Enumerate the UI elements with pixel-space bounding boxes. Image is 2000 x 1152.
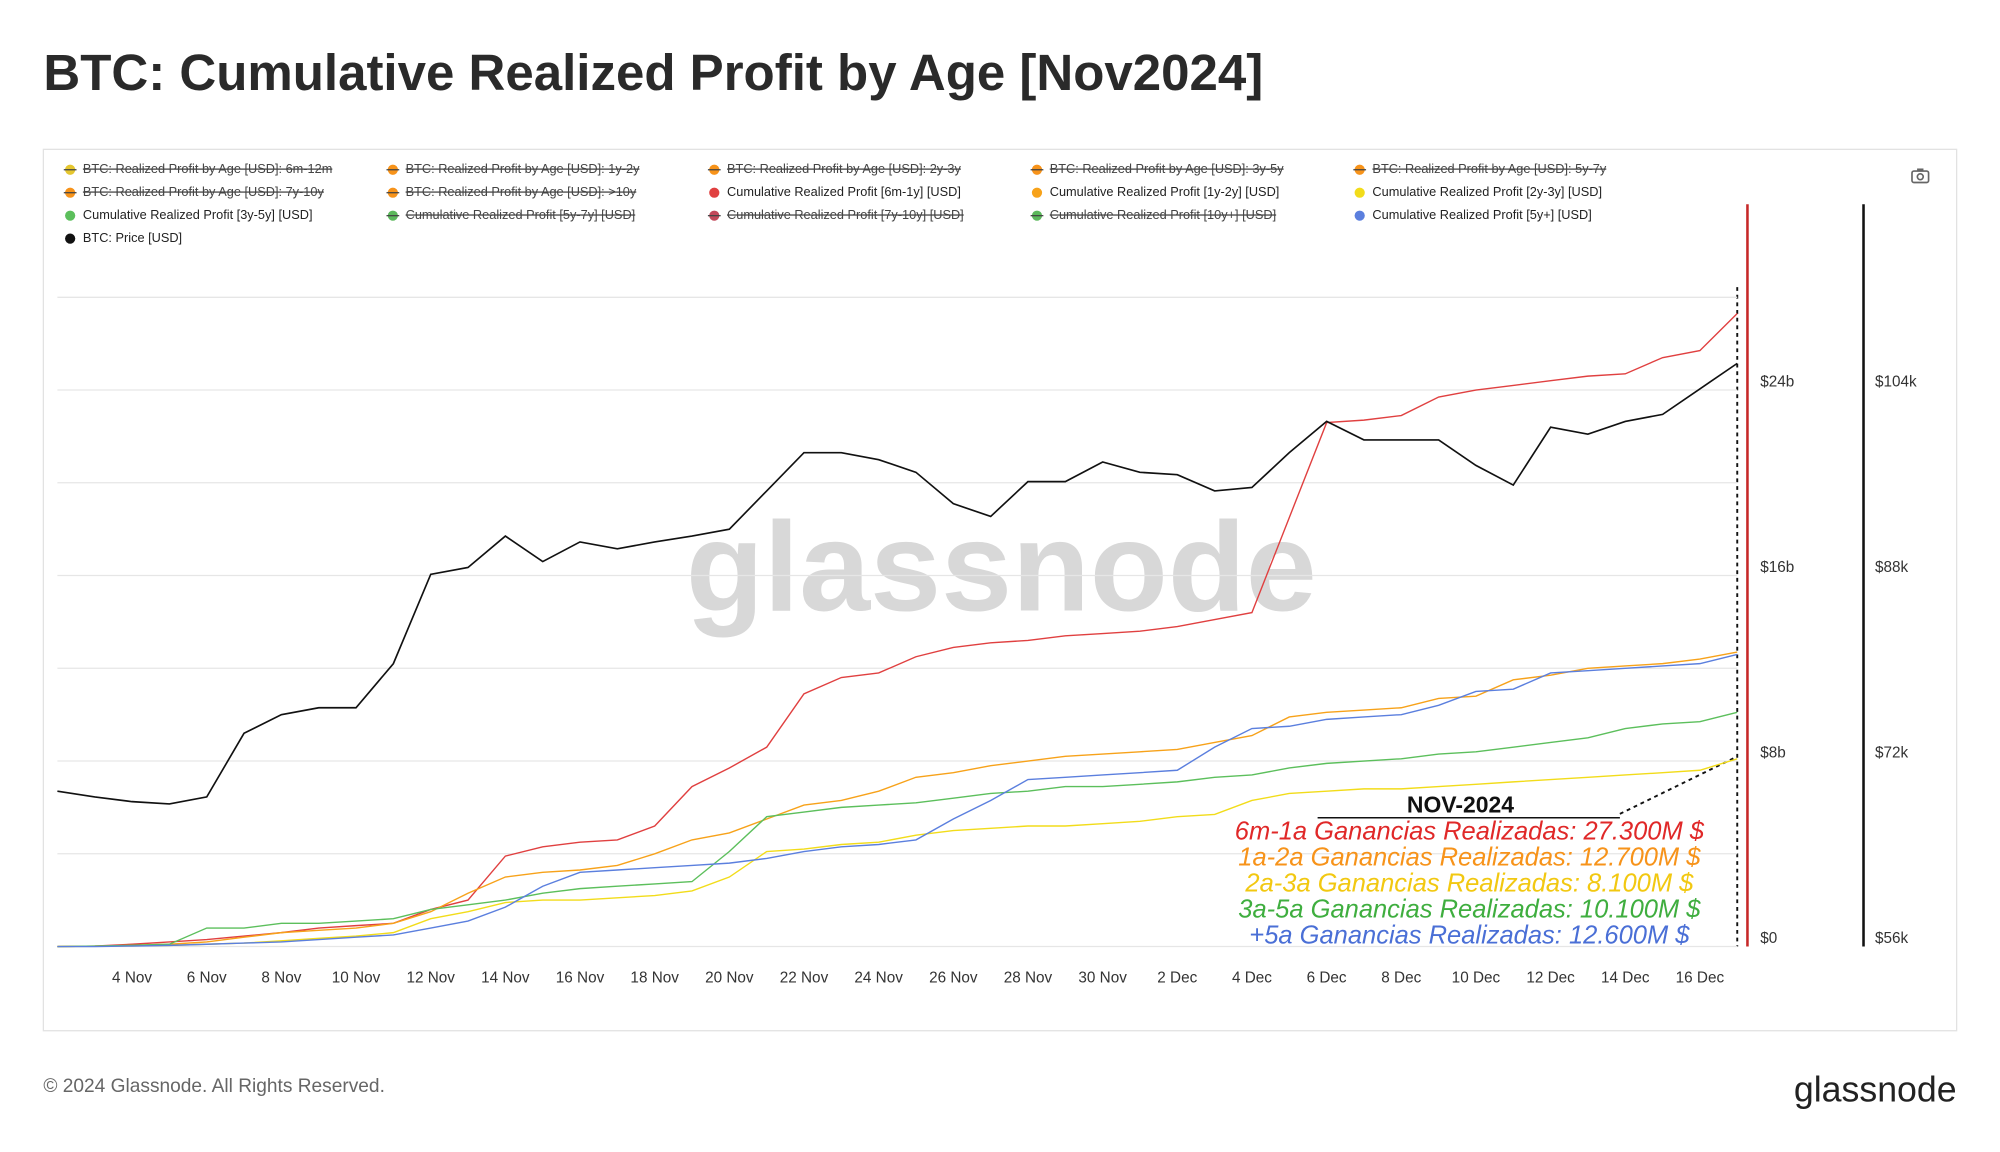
x-tick-label: 6 Dec (1307, 969, 1347, 986)
x-tick-label: 14 Nov (481, 969, 530, 986)
series-line (57, 653, 1738, 948)
y-tick-label: $24b (1760, 373, 1794, 390)
x-tick-label: 24 Nov (854, 969, 903, 986)
brand-logo: glassnode (1794, 1069, 1957, 1109)
footer: © 2024 Glassnode. All Rights Reserved. (43, 1076, 385, 1097)
series-line (57, 362, 1738, 805)
x-tick-label: 28 Nov (1004, 969, 1053, 986)
legend-label: BTC: Realized Profit by Age [USD]: 2y-3y (727, 161, 961, 176)
x-tick-label: 2 Dec (1157, 969, 1197, 986)
y-tick-label: $8b (1760, 744, 1786, 761)
x-tick-label: 4 Dec (1232, 969, 1272, 986)
x-tick-label: 22 Nov (780, 969, 829, 986)
legend-marker (1031, 187, 1043, 198)
grid (57, 296, 1738, 948)
y2-tick-label: $104k (1875, 373, 1917, 390)
legend-marker (1354, 187, 1365, 198)
annotation-line: 1a-2a Ganancias Realizadas: 12.700M $ (1238, 844, 1701, 872)
camera-icon[interactable] (1911, 168, 1930, 184)
y2-tick-label: $88k (1875, 559, 1909, 576)
annotation-line: 2a-3a Ganancias Realizadas: 8.100M $ (1244, 870, 1694, 898)
x-tick-label: 4 Nov (112, 969, 152, 986)
x-tick-label: 8 Dec (1381, 969, 1421, 986)
y2-tick-label: $72k (1875, 744, 1909, 761)
legend-label: Cumulative Realized Profit [1y-2y] [USD] (1050, 184, 1280, 199)
x-tick-label: 12 Dec (1526, 969, 1575, 986)
legend-marker (65, 233, 76, 244)
dotted-pointer (1619, 755, 1738, 815)
y2-tick-label: $56k (1875, 930, 1909, 947)
y-tick-label: $16b (1760, 559, 1794, 576)
x-tick-label: 26 Nov (929, 969, 978, 986)
annotation-line: 6m-1a Ganancias Realizadas: 27.300M $ (1235, 818, 1705, 846)
legend-marker (1354, 210, 1365, 221)
legend-label: Cumulative Realized Profit [2y-3y] [USD] (1372, 184, 1602, 199)
series-line (57, 711, 1738, 948)
chart-title: BTC: Cumulative Realized Profit by Age [… (43, 44, 1263, 101)
x-tick-label: 12 Nov (406, 969, 455, 986)
chart-frame (42, 148, 1958, 1032)
legend-marker (65, 210, 76, 221)
legend-label: Cumulative Realized Profit [7y-10y] [USD… (727, 207, 964, 222)
x-tick-label: 8 Nov (261, 969, 301, 986)
x-tick-label: 10 Nov (332, 969, 381, 986)
x-tick-label: 16 Dec (1676, 969, 1725, 986)
series-line (57, 651, 1738, 948)
legend-label: BTC: Realized Profit by Age [USD]: >10y (406, 184, 637, 199)
x-tick-label: 10 Dec (1452, 969, 1501, 986)
legend-label: BTC: Realized Profit by Age [USD]: 6m-12… (83, 161, 332, 176)
x-tick-label: 14 Dec (1601, 969, 1650, 986)
y-tick-label: $0 (1760, 930, 1777, 947)
annotation-line: 3a-5a Ganancias Realizadas: 10.100M $ (1238, 895, 1701, 923)
legend-label: Cumulative Realized Profit [5y+] [USD] (1372, 207, 1591, 222)
legend-label: BTC: Realized Profit by Age [USD]: 3y-5y (1050, 161, 1284, 176)
legend-label: BTC: Realized Profit by Age [USD]: 1y-2y (406, 161, 640, 176)
legend-label: BTC: Price [USD] (83, 230, 182, 245)
legend-label: BTC: Realized Profit by Age [USD]: 5y-7y (1372, 161, 1606, 176)
legend-marker (709, 187, 720, 198)
legend-label: Cumulative Realized Profit [3y-5y] [USD] (83, 207, 313, 222)
series-line (57, 758, 1738, 948)
legend-label: BTC: Realized Profit by Age [USD]: 7y-10… (83, 184, 325, 199)
x-tick-label: 18 Nov (630, 969, 679, 986)
legend-label: Cumulative Realized Profit [10y+] [USD] (1050, 207, 1276, 222)
series-line (57, 313, 1738, 948)
annotation-title: NOV-2024 (1407, 791, 1514, 817)
legend-label: Cumulative Realized Profit [5y-7y] [USD] (406, 207, 636, 222)
legend-label: Cumulative Realized Profit [6m-1y] [USD] (727, 184, 961, 199)
x-tick-label: 6 Nov (187, 969, 227, 986)
watermark: glassnode (686, 496, 1317, 638)
x-tick-label: 20 Nov (705, 969, 754, 986)
x-tick-label: 30 Nov (1078, 969, 1127, 986)
x-tick-label: 16 Nov (556, 969, 605, 986)
annotation-line: +5a Ganancias Realizadas: 12.600M $ (1249, 921, 1690, 949)
